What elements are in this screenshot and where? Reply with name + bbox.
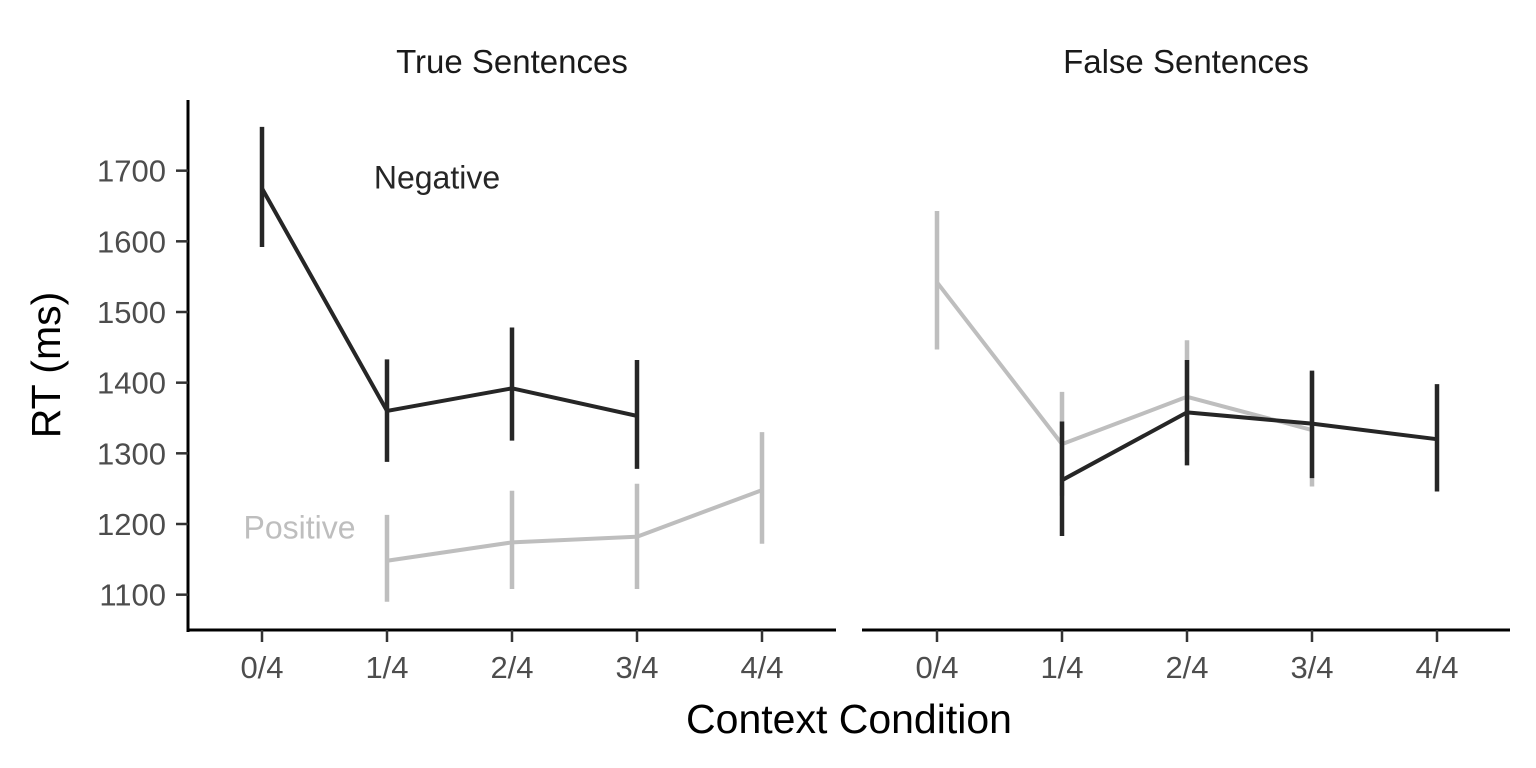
x-tick-label: 4/4 <box>740 650 783 685</box>
series-negative <box>1059 360 1440 537</box>
x-tick-label: 3/4 <box>1290 650 1333 685</box>
x-tick-label: 0/4 <box>240 650 283 685</box>
series-positive <box>384 432 765 602</box>
series-line <box>386 488 763 563</box>
y-tick-label: 1600 <box>97 224 166 259</box>
series-line <box>1061 410 1438 482</box>
x-tick-label: 0/4 <box>915 650 958 685</box>
y-tick-label: 1500 <box>97 295 166 330</box>
x-tick-label: 2/4 <box>1165 650 1208 685</box>
panel-title: False Sentences <box>1063 43 1309 80</box>
panel-title: True Sentences <box>396 43 628 80</box>
y-tick-label: 1300 <box>97 436 166 471</box>
series-label-positive: Positive <box>243 510 355 546</box>
y-tick-label: 1400 <box>97 366 166 401</box>
x-tick-label: 4/4 <box>1415 650 1458 685</box>
x-tick-label: 2/4 <box>490 650 533 685</box>
y-tick-label: 1100 <box>99 578 166 613</box>
y-axis-title: RT (ms) <box>23 292 69 439</box>
series-label-negative: Negative <box>374 160 500 196</box>
series-line <box>260 187 638 418</box>
panel-1: True Sentences 0/4 1/4 2/4 3/4 4/4 <box>186 43 836 685</box>
series-line <box>935 281 1313 447</box>
y-tick-label: 1200 <box>97 507 166 542</box>
y-tick-label: 1700 <box>97 154 166 189</box>
x-tick-label: 1/4 <box>365 650 408 685</box>
x-axis-title: Context Condition <box>686 696 1012 742</box>
panel-2: False Sentences 0/4 1/4 2/4 3/4 4/4 <box>862 43 1510 685</box>
x-tick-label: 1/4 <box>1040 650 1083 685</box>
y-axis: 1100 1200 1300 1400 1500 1600 1700 <box>97 100 190 632</box>
series-positive <box>934 210 1315 496</box>
x-tick-label: 3/4 <box>615 650 658 685</box>
series-negative <box>259 126 640 469</box>
